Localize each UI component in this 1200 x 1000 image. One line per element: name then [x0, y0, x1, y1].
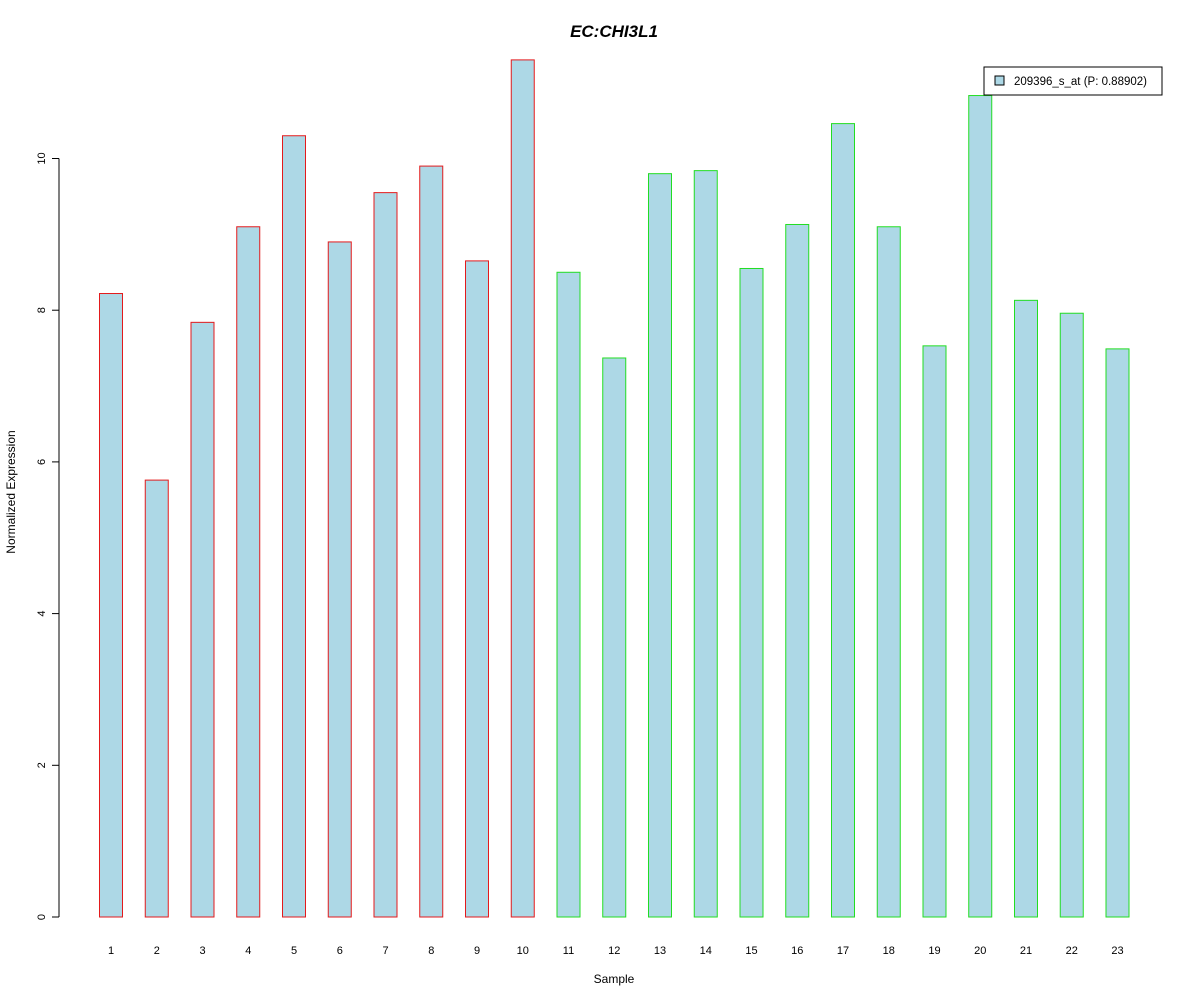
y-axis-label: Normalized Expression [4, 430, 18, 553]
legend-label: 209396_s_at (P: 0.88902) [1014, 76, 1147, 88]
bar [785, 223, 810, 918]
x-tick-label: 8 [428, 945, 434, 957]
x-tick-label: 12 [608, 945, 620, 957]
bar-group [99, 59, 1130, 918]
y-tick-label: 10 [36, 152, 48, 164]
bar [1014, 299, 1038, 918]
y-tick-label: 8 [36, 307, 48, 313]
bar [144, 479, 169, 918]
x-tick-label: 17 [837, 945, 849, 957]
bar [922, 345, 947, 918]
bar [190, 321, 215, 918]
bar [831, 123, 855, 918]
x-tick-label: 7 [382, 945, 388, 957]
bar [1105, 348, 1130, 918]
x-tick-label: 3 [199, 945, 205, 957]
x-tick-label: 13 [654, 945, 666, 957]
bar [236, 226, 261, 918]
bar [876, 226, 901, 918]
x-tick-label: 16 [791, 945, 803, 957]
bar [327, 241, 352, 918]
y-tick-label: 0 [36, 914, 48, 920]
x-tick-label: 15 [745, 945, 757, 957]
x-tick-label: 11 [563, 945, 574, 957]
x-tick-label: 20 [974, 945, 986, 957]
bar [739, 267, 764, 918]
x-tick-labels: 1 2 3 4 5 6 7 8 9 10 11 12 13 14 15 16 17 18 19 20 21 22 23 [108, 945, 1124, 957]
x-tick-label: 19 [928, 945, 940, 957]
x-tick-label: 5 [291, 945, 297, 957]
bar [602, 357, 627, 918]
bar [465, 260, 489, 918]
x-axis-label: Sample [594, 972, 635, 986]
bar [648, 173, 672, 918]
bar [968, 95, 993, 918]
x-tick-label: 22 [1066, 945, 1078, 957]
y-axis: 0 2 4 6 8 10 [36, 152, 60, 920]
y-tick-label: 4 [36, 611, 48, 617]
chart-title: EC:CHI3L1 [570, 22, 658, 41]
bar [556, 271, 581, 918]
bar [282, 135, 306, 918]
bar [1059, 312, 1084, 918]
bar [373, 192, 398, 918]
legend-box [983, 66, 1163, 96]
bar [419, 165, 444, 918]
y-tick-label: 2 [36, 762, 48, 768]
x-tick-label: 6 [337, 945, 343, 957]
x-tick-label: 4 [245, 945, 251, 957]
bar [693, 170, 718, 918]
x-tick-label: 1 [108, 945, 114, 957]
x-tick-label: 9 [474, 945, 480, 957]
x-tick-label: 21 [1020, 945, 1032, 957]
bar [510, 59, 535, 918]
legend: 209396_s_at (P: 0.88902) [983, 66, 1163, 96]
legend-swatch [994, 75, 1005, 86]
x-tick-label: 23 [1111, 945, 1123, 957]
x-tick-label: 14 [700, 945, 712, 957]
x-tick-label: 10 [517, 945, 529, 957]
x-tick-label: 18 [883, 945, 895, 957]
x-tick-label: 2 [154, 945, 160, 957]
bar [99, 293, 123, 918]
y-tick-label: 6 [36, 459, 48, 465]
